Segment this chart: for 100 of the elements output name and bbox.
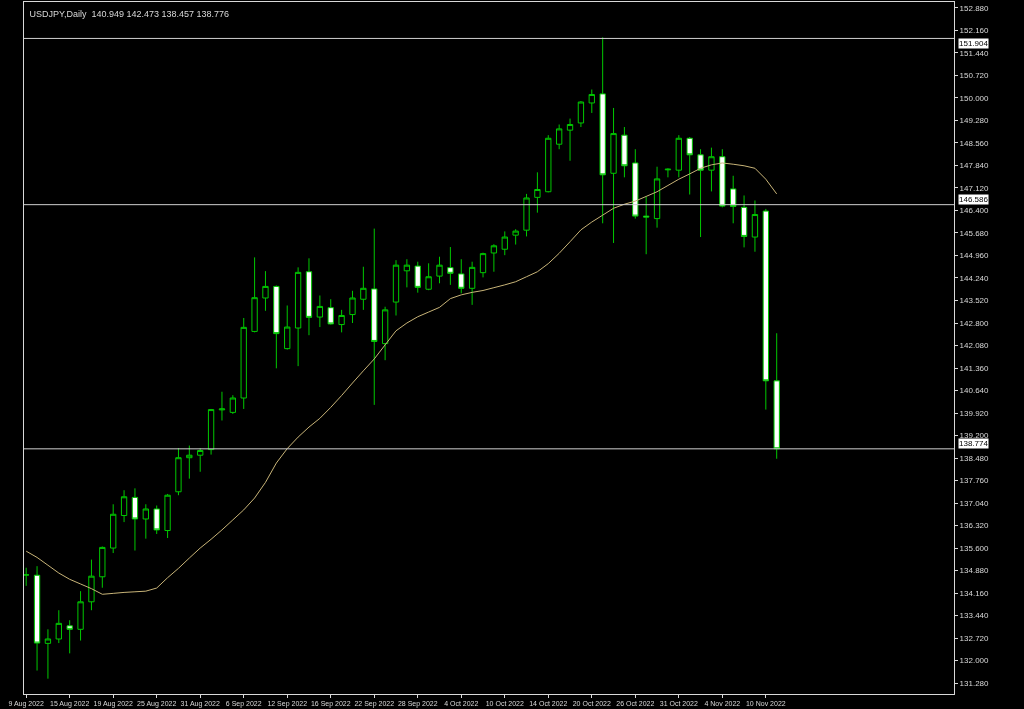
candlestick xyxy=(730,175,737,224)
candlestick xyxy=(392,259,400,316)
ref-line-label: 138.774 xyxy=(959,439,989,448)
y-tick-label: 150.720 xyxy=(959,71,990,81)
ref-line-label: 146.586 xyxy=(959,195,989,204)
candlestick xyxy=(490,243,498,273)
y-tick-label: 134.880 xyxy=(959,566,990,576)
candlestick xyxy=(262,270,269,312)
y-tick-label: 142.800 xyxy=(959,318,990,328)
y-tick-label: 132.000 xyxy=(959,656,990,666)
y-tick-label: 145.680 xyxy=(959,228,990,238)
candlestick xyxy=(632,148,639,220)
y-tick-label: 147.840 xyxy=(959,161,990,171)
candlestick xyxy=(110,503,117,554)
candlestick xyxy=(240,317,247,410)
candlestick xyxy=(479,252,487,278)
candlestick xyxy=(523,193,530,237)
candlestick xyxy=(403,258,411,288)
candlestick xyxy=(88,559,95,611)
ref-line-label: 151.904 xyxy=(959,39,989,48)
candlestick xyxy=(610,107,617,244)
candlestick xyxy=(414,261,421,294)
candlestick xyxy=(468,261,476,306)
y-tick-label: 150.000 xyxy=(959,93,990,103)
y-tick-label: 139.200 xyxy=(959,431,990,441)
candlestick xyxy=(229,394,237,415)
candlestick xyxy=(686,136,693,196)
candlestick xyxy=(349,290,356,324)
y-tick-label: 134.160 xyxy=(959,588,990,598)
candlestick xyxy=(44,628,52,680)
candlestick xyxy=(653,166,661,229)
candlestick xyxy=(436,256,443,284)
y-tick-label: 141.360 xyxy=(959,363,990,373)
y-tick-label: 138.480 xyxy=(959,453,990,463)
candlestick xyxy=(305,257,313,336)
y-tick-label: 151.440 xyxy=(959,48,990,58)
candlestick xyxy=(588,89,595,114)
y-tick-label: 142.080 xyxy=(959,341,990,351)
candlestick xyxy=(175,447,182,496)
candlestick xyxy=(501,230,508,256)
y-tick-label: 152.880 xyxy=(959,3,990,13)
candlestick xyxy=(566,118,574,162)
candlestick xyxy=(197,447,204,473)
candlestick xyxy=(77,590,84,642)
y-tick-label: 144.240 xyxy=(959,273,990,283)
candlestick xyxy=(153,505,160,535)
candlestick xyxy=(621,126,628,178)
y-tick-label: 144.960 xyxy=(959,251,990,261)
candlestick xyxy=(751,199,759,253)
candlestick xyxy=(327,298,334,326)
candlestick xyxy=(740,194,748,248)
candlestick xyxy=(512,228,519,246)
y-tick-label: 152.160 xyxy=(959,26,990,36)
candlestick xyxy=(381,306,389,361)
candlestick xyxy=(207,408,215,456)
y-tick-label: 139.920 xyxy=(959,408,990,418)
candlestick xyxy=(316,294,324,328)
candlestick xyxy=(66,619,73,654)
candlestick xyxy=(33,565,41,672)
candlestick xyxy=(447,246,454,286)
text: USDJPY,Daily 140.949 142.473 138.457 138.776 xyxy=(29,8,230,19)
candlestick xyxy=(425,262,432,291)
candlestick xyxy=(545,134,552,193)
y-tick-label: 148.560 xyxy=(959,138,990,148)
candlestick xyxy=(131,487,139,552)
candlestick xyxy=(284,304,291,351)
y-tick-label: 143.520 xyxy=(959,296,990,306)
candlestick xyxy=(534,171,541,214)
y-tick-label: 147.120 xyxy=(959,183,990,193)
candlestick xyxy=(55,609,62,644)
y-tick-label: 135.600 xyxy=(959,543,990,553)
candlestick xyxy=(773,332,780,460)
candlestick xyxy=(458,258,465,294)
candlestick xyxy=(719,148,726,208)
candlestick xyxy=(251,256,258,333)
y-tick-label: 131.280 xyxy=(959,678,990,688)
candlestick xyxy=(99,545,106,589)
candlestick xyxy=(338,309,345,333)
y-tick-label: 149.280 xyxy=(959,116,990,126)
candlestick xyxy=(762,208,769,411)
candlestick xyxy=(643,195,650,255)
y-tick-label: 146.400 xyxy=(959,206,990,216)
y-tick-label: 137.760 xyxy=(959,476,990,486)
candlestick xyxy=(599,36,606,224)
line-series xyxy=(25,162,778,595)
candlestick xyxy=(697,148,704,238)
candlestick xyxy=(186,445,193,480)
candlestick xyxy=(708,147,715,192)
candlestick xyxy=(360,266,367,311)
candlestick xyxy=(294,266,302,367)
candlestick xyxy=(142,503,149,540)
candlestick xyxy=(555,124,563,150)
y-tick-label: 133.440 xyxy=(959,611,990,621)
candlestick xyxy=(675,134,682,178)
y-tick-label: 137.040 xyxy=(959,498,990,508)
candlestick xyxy=(218,391,226,422)
candlestick xyxy=(577,100,585,128)
y-tick-label: 140.640 xyxy=(959,386,990,396)
y-tick-label: 136.320 xyxy=(959,521,990,531)
candlestick xyxy=(164,493,171,539)
